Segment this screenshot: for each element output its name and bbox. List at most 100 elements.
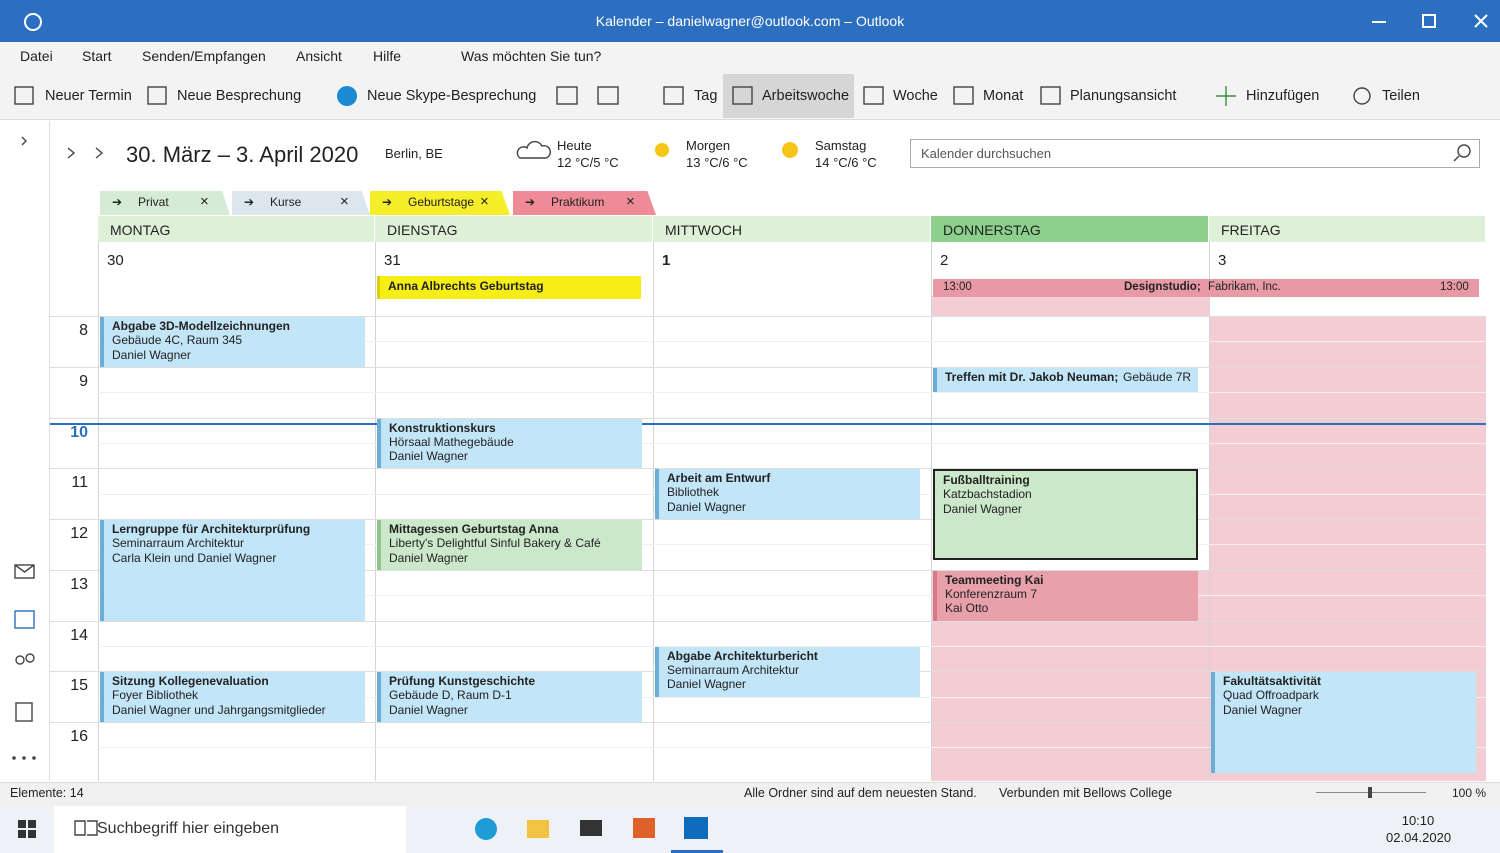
half-hour-line <box>98 747 1486 749</box>
day-date: 2 <box>940 252 949 269</box>
taskbar-search-text[interactable]: Suchbegriff hier eingeben <box>97 820 280 837</box>
ribbon-button[interactable]: Neuer Termin <box>45 88 132 104</box>
event-title: Teammeeting Kai <box>945 572 1044 587</box>
half-hour-line <box>98 696 1486 698</box>
menu-item[interactable]: Senden/Empfangen <box>142 48 266 64</box>
ribbon-button[interactable]: Planungsansicht <box>1070 88 1177 104</box>
hour-line <box>50 366 1486 368</box>
half-hour-line <box>98 544 1486 546</box>
ribbon-button[interactable]: Arbeitswoche <box>762 88 850 104</box>
tab-arrow: ➔ <box>112 195 123 209</box>
day-name: FREITAG <box>1221 222 1281 238</box>
event-end: 13:00 <box>1440 281 1469 293</box>
half-hour-line <box>98 392 1486 394</box>
event-detail: Daniel Wagner <box>112 347 191 362</box>
location: Berlin, BE <box>385 146 443 161</box>
menu-item[interactable]: Was möchten Sie tun? <box>461 48 602 64</box>
allday-event[interactable]: 13:00 Designstudio; Fabrikam, Inc. 13:00 <box>933 279 1479 297</box>
event[interactable]: Lerngruppe für Architekturprüfung Seminar… <box>100 520 365 621</box>
half-hour-line <box>98 595 1486 597</box>
event[interactable]: Sitzung Kollegenevaluation Foyer Biblioth… <box>100 672 365 722</box>
event-detail: Konferenzraum 7 <box>945 586 1038 601</box>
menu-item[interactable]: Datei <box>20 48 53 64</box>
half-hour-line <box>98 442 1486 444</box>
event[interactable]: Prüfung Kunstgeschichte Gebäude D, Raum D… <box>377 672 642 722</box>
event[interactable]: Fakultätsaktivität Quad Offroadpark Daniel… <box>1211 672 1476 773</box>
event-title: Designstudio; <box>1124 281 1201 293</box>
window-title: Kalender – danielwagner@outlook.com – Ou… <box>595 13 905 29</box>
ribbon-button[interactable]: Woche <box>893 88 938 104</box>
status-connection: Verbunden mit Bellows College <box>999 786 1173 800</box>
day-separator <box>98 242 99 781</box>
allday-event[interactable]: Anna Albrechts Geburtstag <box>377 276 641 299</box>
tab-label: Praktikum <box>551 195 605 209</box>
tab-arrow: ➔ <box>525 195 536 209</box>
hour-line <box>50 722 1486 723</box>
day-date: 31 <box>384 252 401 269</box>
ribbon-button[interactable]: Teilen <box>1382 88 1420 104</box>
event[interactable]: Fußballtraining Katzbachstadion Daniel Wag… <box>933 469 1198 560</box>
event[interactable]: Abgabe Architekturbericht Seminarraum Arc… <box>655 646 920 697</box>
menu-item[interactable]: Ansicht <box>296 48 342 64</box>
day-header <box>98 216 375 242</box>
date-range: 30. März – 3. April 2020 <box>126 142 359 167</box>
ribbon-button[interactable]: Tag <box>694 88 718 104</box>
calendar-tab[interactable]: ➔ Kurse × <box>232 191 370 215</box>
event[interactable]: Teammeeting Kai Konferenzraum 7 Kai Otto <box>933 570 1198 621</box>
event-detail: Quad Offroadpark <box>1223 688 1319 703</box>
ribbon-button[interactable]: Neue Besprechung <box>177 88 302 104</box>
event-title: Abgabe Architekturbericht <box>667 648 818 663</box>
tab-close[interactable]: × <box>340 193 349 210</box>
cloud-icon <box>516 140 552 159</box>
calendar-tab[interactable]: ➔ Privat × <box>100 191 230 215</box>
tab-close[interactable]: × <box>200 193 209 210</box>
day-name: DIENSTAG <box>387 222 458 238</box>
sun-icon <box>655 143 669 157</box>
current-time-line <box>50 422 1486 425</box>
hour-label: 16 <box>70 728 88 745</box>
tab-close[interactable]: × <box>480 193 489 210</box>
event-title: Treffen mit Dr. Jakob Neuman; <box>945 369 1119 384</box>
event[interactable]: Mittagessen Geburtstag Anna Liberty's Del… <box>377 520 642 570</box>
search-box[interactable] <box>910 139 1480 168</box>
day-separator <box>653 242 654 781</box>
event[interactable]: Abgabe 3D-Modellzeichnungen Gebäude 4C, R… <box>100 317 365 367</box>
calendar-tab[interactable]: ➔ Praktikum × <box>513 191 656 215</box>
tab-close[interactable]: × <box>626 193 635 210</box>
tab-arrow: ➔ <box>382 195 393 209</box>
menu-item[interactable]: Start <box>82 48 112 64</box>
half-hour-line <box>98 341 1486 343</box>
weather-day: Heute <box>557 138 592 153</box>
event-detail: Gebäude D, Raum D-1 <box>389 688 512 703</box>
weather-temp: 12 °C/5 °C <box>557 155 619 170</box>
ribbon-button[interactable]: Monat <box>983 88 1024 104</box>
event-detail: Daniel Wagner <box>389 550 468 565</box>
menu-item[interactable]: Hilfe <box>373 48 402 64</box>
ribbon-button[interactable]: Neue Skype-Besprechung <box>367 88 537 104</box>
ribbon-button[interactable]: Hinzufügen <box>1246 88 1320 104</box>
search-placeholder: Kalender durchsuchen <box>921 146 1052 161</box>
hour-label: 9 <box>79 372 88 390</box>
event[interactable]: Arbeit am Entwurf Bibliothek Daniel Wagner <box>655 469 920 519</box>
tab-label: Geburtstage <box>408 195 475 209</box>
day-date: 30 <box>107 252 124 269</box>
sun-icon <box>782 142 798 158</box>
tab-arrow: ➔ <box>244 195 255 209</box>
day-separator <box>1209 242 1210 781</box>
event[interactable]: Treffen mit Dr. Jakob Neuman; Gebäude 7R <box>933 367 1198 393</box>
allday-shade <box>931 296 1209 316</box>
event-title: Mittagessen Geburtstag Anna <box>389 522 559 536</box>
hour-label: 12 <box>70 525 88 542</box>
weather-day: Morgen <box>686 138 731 153</box>
event-title: Arbeit am Entwurf <box>667 471 771 486</box>
day-name: MITTWOCH <box>665 222 742 238</box>
event[interactable]: Konstruktionskurs Hörsaal Mathegebäude Dan… <box>377 418 642 469</box>
menu-bar <box>0 42 1500 72</box>
tab-label: Privat <box>138 195 169 209</box>
event-detail: Daniel Wagner und Jahrgangsmitglieder <box>112 702 326 717</box>
zoom-thumb[interactable] <box>1368 787 1372 798</box>
calendar-tab[interactable]: ➔ Geburtstage × <box>370 191 510 215</box>
event-detail: Gebäude 4C, Raum 345 <box>112 333 243 347</box>
taskbar-search[interactable] <box>54 806 406 853</box>
